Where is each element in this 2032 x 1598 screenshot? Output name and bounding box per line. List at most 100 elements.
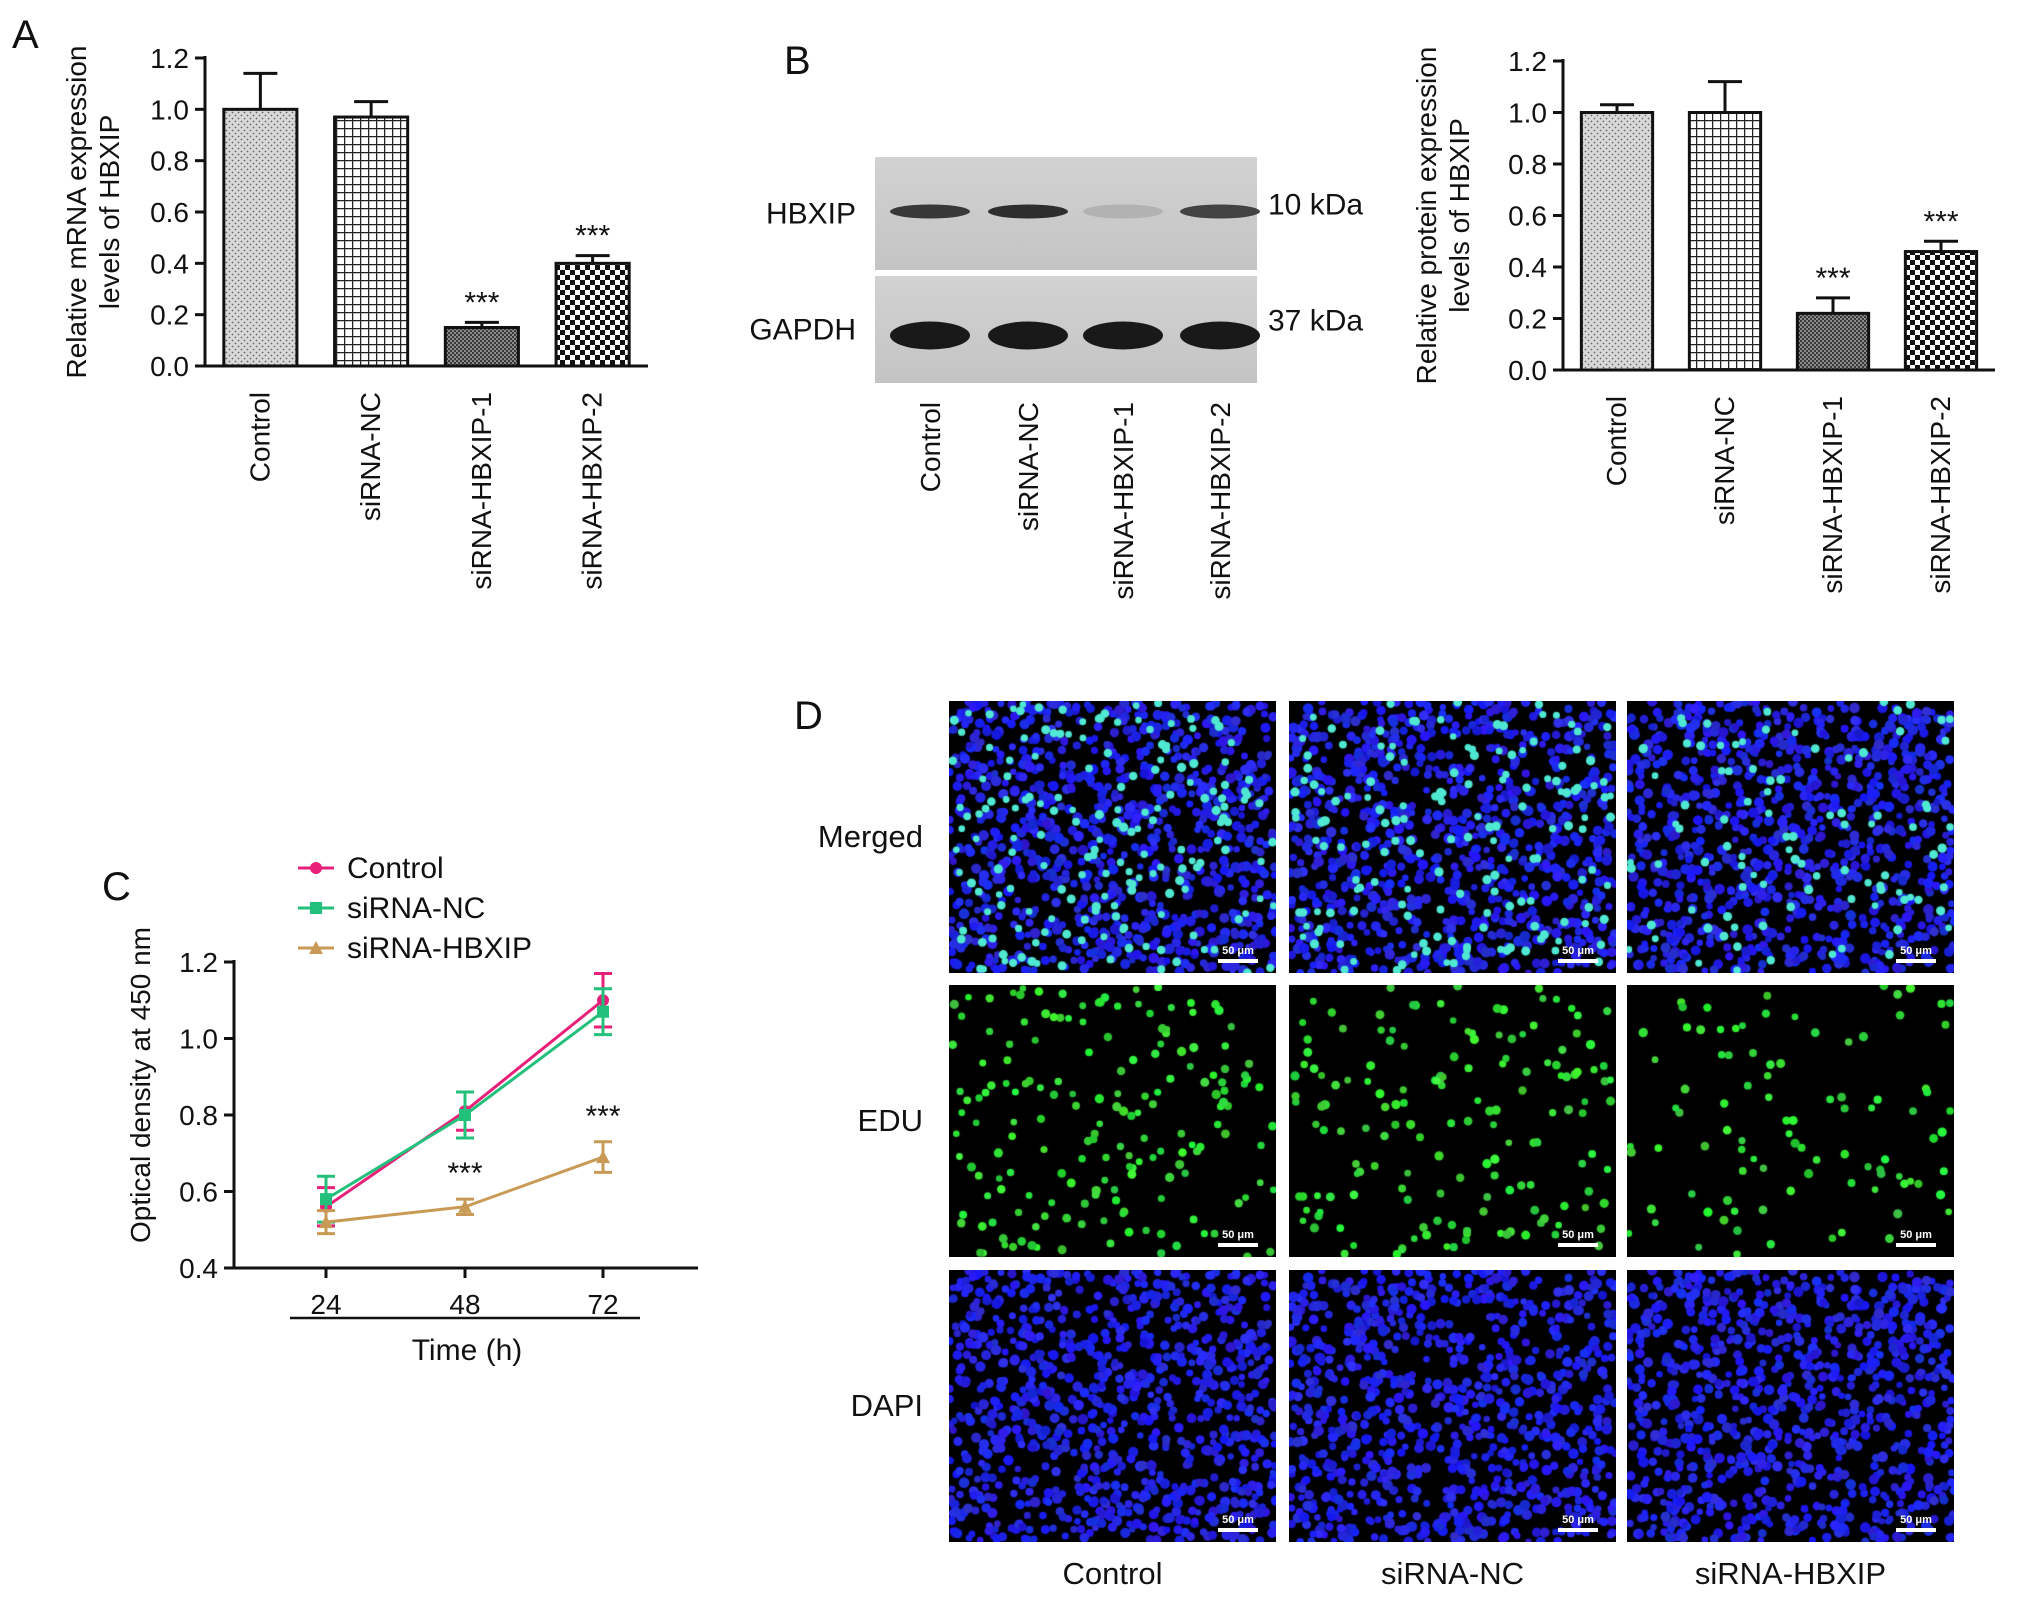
significance-label: ***	[1815, 262, 1850, 295]
blot-lane-label: siRNA-HBXIP-1	[1108, 402, 1139, 600]
data-point	[320, 1193, 332, 1206]
bar	[1579, 111, 1655, 372]
scale-bar-label: 50 μm	[1900, 1514, 1932, 1526]
bar	[1903, 250, 1979, 372]
data-point	[596, 1150, 610, 1164]
scale-bar-label: 50 μm	[1222, 945, 1254, 957]
y-tick-label: 0.8	[1508, 149, 1547, 180]
bar	[222, 107, 299, 368]
y-axis-label: levels of HBXIP	[94, 115, 125, 310]
western-blot: HBXIP 10 kDa GAPDH 37 kDa Control siRNA-NC siR…	[749, 157, 1363, 600]
x-tick-label: Control	[244, 392, 275, 482]
blot-band	[988, 321, 1068, 350]
scale-bar-line	[1218, 1243, 1258, 1247]
y-tick-label: 0.2	[150, 300, 189, 331]
scale-bar-label: 50 μm	[1562, 1229, 1594, 1241]
legend-label: siRNA-HBXIP	[347, 932, 532, 965]
x-tick-label: 24	[310, 1289, 341, 1320]
legend-marker	[309, 941, 323, 954]
micrograph-merged-0: 50 μm	[949, 701, 1276, 973]
x-tick-label: siRNA-HBXIP-1	[1817, 396, 1848, 594]
y-tick-label: 1.0	[179, 1024, 218, 1055]
data-point	[319, 1215, 333, 1229]
y-axis-label: levels of HBXIP	[1444, 118, 1475, 313]
scale-bar-line	[1896, 959, 1936, 963]
scale-bar-line	[1896, 1243, 1936, 1247]
panel-letter-d: D	[794, 694, 823, 738]
microscopy-row-label: Merged	[817, 819, 923, 854]
blot-lane-label: siRNA-NC	[1013, 402, 1044, 531]
line-chart-optical-density: 0.4 0.6 0.8 1.0 1.2 24 48 72 Time (h) Optical den…	[125, 852, 698, 1367]
scale-bar-label: 50 μm	[1900, 1229, 1932, 1241]
y-tick-label: 0.6	[179, 1177, 218, 1208]
scale-bar-line	[1218, 959, 1258, 963]
data-point	[597, 1005, 609, 1018]
blot-band	[1083, 204, 1163, 219]
bar	[443, 326, 520, 368]
y-tick-label: 0.8	[150, 146, 189, 177]
significance-label: ***	[464, 286, 499, 319]
significance-label: ***	[575, 220, 610, 253]
panel-letter-b: B	[784, 39, 811, 83]
bar	[333, 115, 410, 368]
x-tick-label: siRNA-HBXIP-1	[466, 392, 497, 590]
micrograph-merged-1: 50 μm	[1289, 701, 1616, 973]
blot-protein-label: HBXIP	[766, 198, 856, 231]
microscopy-column-label: siRNA-NC	[1381, 1556, 1524, 1591]
x-tick-label: siRNA-HBXIP-2	[1925, 396, 1956, 594]
scale-bar: 50 μm	[1554, 1229, 1602, 1247]
microscopy-column-label: Control	[1062, 1556, 1163, 1591]
y-tick-label: 0.4	[150, 248, 189, 279]
x-tick-label: siRNA-NC	[355, 392, 386, 521]
y-tick-label: 0.6	[1508, 201, 1547, 232]
scale-bar-line	[1218, 1528, 1258, 1532]
scale-bar-line	[1558, 959, 1598, 963]
bar	[1687, 111, 1763, 372]
scale-bar: 50 μm	[1214, 945, 1262, 963]
blot-band	[1180, 204, 1260, 219]
blot-lane-label: siRNA-HBXIP-2	[1205, 402, 1236, 600]
y-tick-label: 1.2	[179, 947, 218, 978]
microscopy-row-label: DAPI	[850, 1388, 923, 1423]
scale-bar-label: 50 μm	[1222, 1229, 1254, 1241]
microscopy-column-label: siRNA-HBXIP	[1694, 1556, 1887, 1591]
legend-marker	[310, 862, 322, 874]
x-tick-label: Control	[1601, 396, 1632, 486]
microscopy-row-label: EDU	[857, 1103, 923, 1138]
panel-letter-c: C	[102, 865, 131, 909]
scale-bar: 50 μm	[1892, 945, 1940, 963]
scale-bar: 50 μm	[1892, 1229, 1940, 1247]
blot-band	[988, 204, 1068, 219]
bar	[1795, 311, 1871, 372]
scale-bar-label: 50 μm	[1562, 945, 1594, 957]
panel-letter-a: A	[12, 13, 39, 57]
bar-chart-protein: 0.0 0.2 0.4 0.6 0.8 1.0 1.2 Control siRNA-NC *** s…	[1411, 46, 1995, 594]
bar-chart-mrna: 0.0 0.2 0.4 0.6 0.8 1.0 1.2 Control siRNA-NC *** s…	[61, 43, 648, 590]
blot-lane-label: Control	[915, 402, 946, 492]
scale-bar: 50 μm	[1214, 1229, 1262, 1247]
data-point	[459, 1109, 471, 1121]
y-tick-label: 0.0	[150, 351, 189, 382]
micrograph-dapi-2: 50 μm	[1627, 1270, 1954, 1542]
blot-size-label: 37 kDa	[1268, 305, 1363, 338]
micrograph-merged-2: 50 μm	[1627, 701, 1954, 973]
y-tick-label: 1.2	[150, 43, 189, 74]
x-tick-label: siRNA-HBXIP-2	[577, 392, 608, 590]
bar	[554, 261, 631, 368]
y-tick-label: 1.0	[150, 94, 189, 125]
y-tick-label: 1.2	[1508, 46, 1547, 77]
scale-bar: 50 μm	[1892, 1514, 1940, 1532]
scale-bar: 50 μm	[1214, 1514, 1262, 1532]
blot-band	[1180, 321, 1260, 350]
legend-label: siRNA-NC	[347, 892, 485, 925]
x-tick-label: siRNA-NC	[1709, 396, 1740, 525]
blot-protein-label: GAPDH	[749, 314, 856, 347]
y-axis-label: Relative protein expression	[1411, 47, 1442, 385]
micrograph-dapi-0: 50 μm	[949, 1270, 1276, 1542]
blot-band	[1083, 321, 1163, 350]
data-point	[458, 1199, 472, 1213]
micrograph-edu-1: 50 μm	[1289, 985, 1616, 1257]
y-tick-label: 0.4	[1508, 252, 1547, 283]
scale-bar-label: 50 μm	[1562, 1514, 1594, 1526]
